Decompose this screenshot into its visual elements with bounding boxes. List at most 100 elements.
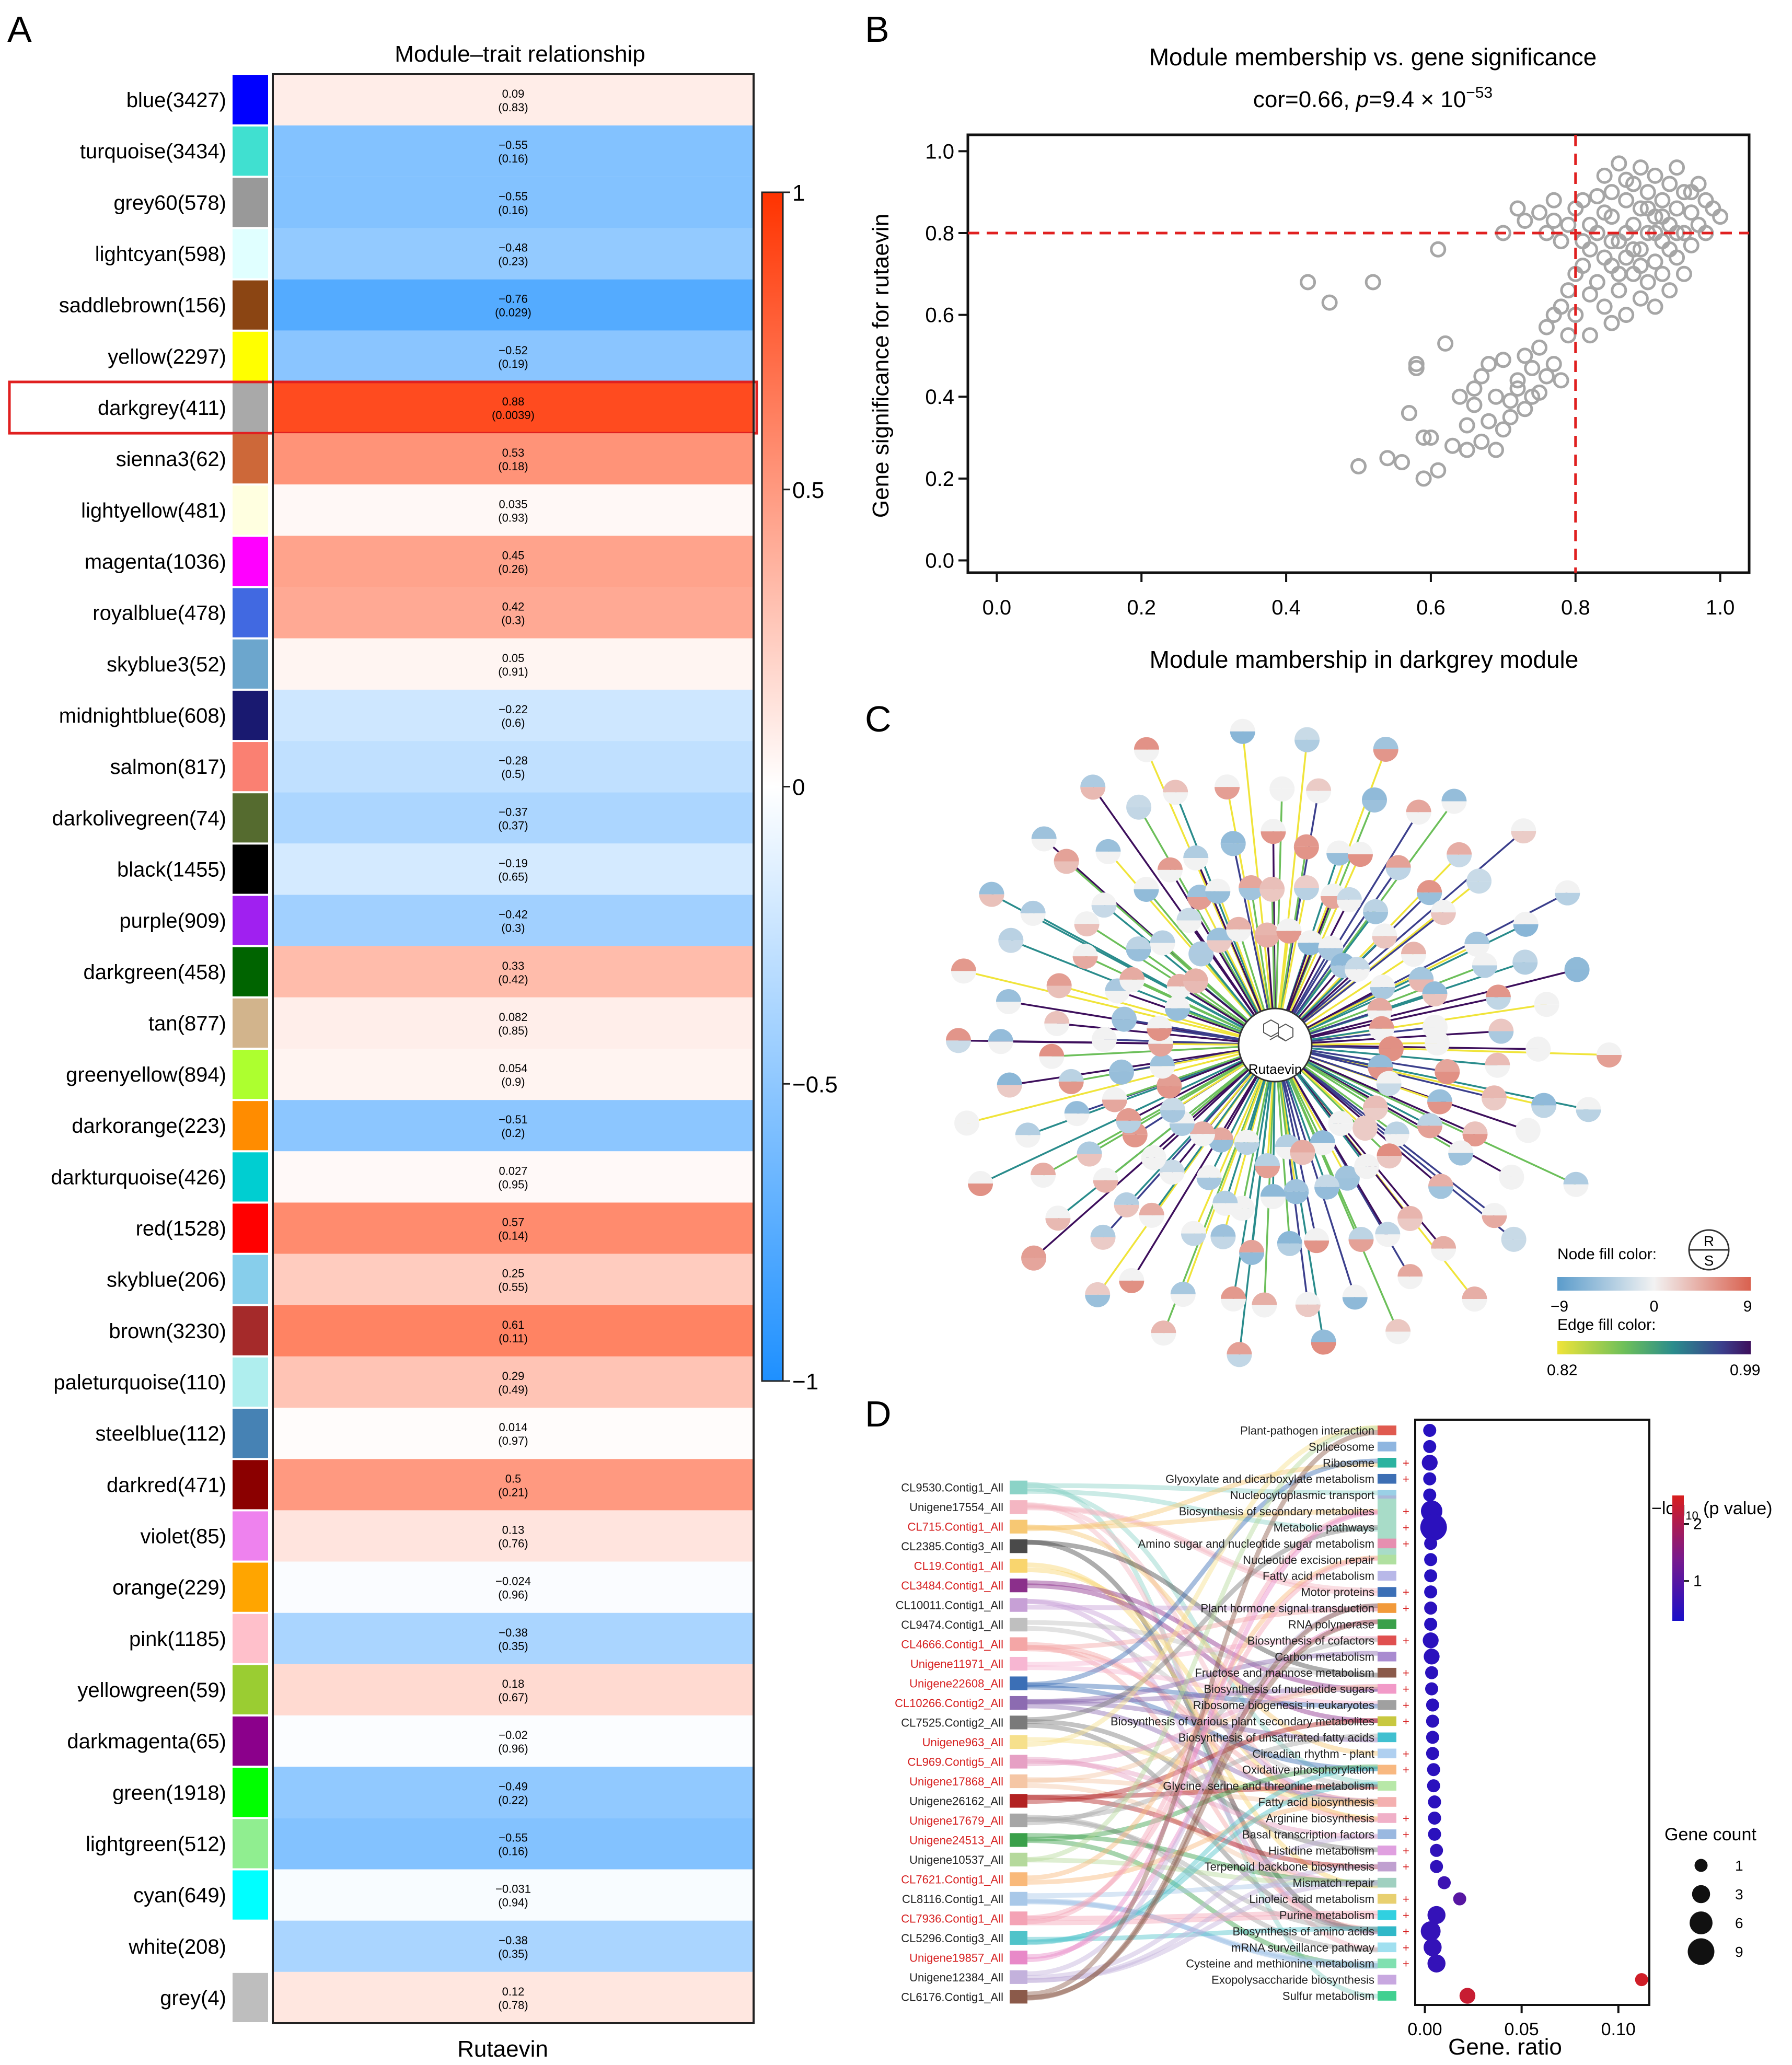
network-node	[1039, 1043, 1065, 1069]
node-top-half	[1515, 1118, 1541, 1131]
node-top-half	[1397, 1205, 1423, 1219]
data-point	[1618, 307, 1635, 323]
network-node	[1141, 1145, 1166, 1170]
sankey-flow	[1027, 1899, 1378, 1966]
node-bottom-half	[1485, 997, 1511, 1010]
node-bottom-half	[1181, 1233, 1206, 1246]
network-node	[954, 1110, 980, 1136]
data-point	[1654, 208, 1671, 225]
pathway-label: Terpenoid backbone biosynthesis	[1205, 1860, 1374, 1873]
data-point	[1603, 315, 1620, 331]
node-top-half	[1039, 1043, 1065, 1057]
node-bottom-half	[1431, 1248, 1456, 1261]
data-point	[1639, 274, 1656, 291]
module-label: skyblue(206)	[107, 1269, 226, 1292]
network-node	[1354, 1154, 1380, 1179]
sankey-flow	[1027, 1926, 1378, 1942]
node-top-half	[1072, 944, 1098, 957]
correlation-value: −0.42	[499, 908, 528, 921]
network-node	[1326, 840, 1352, 866]
node-top-half	[1417, 880, 1442, 893]
heatmap-cell	[273, 1818, 754, 1870]
sankey-flow	[1027, 1556, 1378, 1920]
data-point	[1459, 417, 1475, 434]
gene-bar	[1010, 1656, 1027, 1671]
data-point	[1350, 458, 1367, 474]
data-point	[1560, 216, 1577, 233]
pathway-dot	[1428, 1795, 1441, 1809]
node-top-half	[1367, 997, 1393, 1011]
module-label: grey60(578)	[113, 191, 226, 214]
gene-bar	[1010, 1852, 1027, 1867]
data-point	[1553, 233, 1569, 250]
gene-bar	[1010, 1598, 1027, 1612]
module-label: yellowgreen(59)	[77, 1679, 226, 1702]
network-node	[1466, 868, 1492, 894]
gene-count-label: 9	[1735, 1944, 1743, 1960]
module-color-swatch	[233, 1614, 268, 1663]
node-bottom-half	[1072, 956, 1098, 969]
network-node	[1091, 892, 1117, 918]
node-top-half	[1372, 923, 1397, 936]
pathway-dot	[1420, 1514, 1447, 1541]
correlation-value: −0.76	[499, 293, 528, 306]
network-node	[1306, 778, 1332, 804]
module-color-swatch	[233, 588, 268, 637]
network-node	[1276, 918, 1302, 944]
node-top-half	[1150, 930, 1175, 943]
node-bottom-half	[1139, 1215, 1164, 1228]
correlation-value: −0.19	[499, 856, 528, 869]
p-value: (0.16)	[498, 203, 528, 216]
sankey-flow	[1027, 1838, 1378, 1968]
gene-label: CL7936.Contig1_All	[901, 1912, 1003, 1925]
node-bottom-half	[1239, 1252, 1265, 1265]
sankey-flows	[1027, 1425, 1378, 2001]
node-top-half	[954, 1110, 980, 1123]
network-node	[1417, 1113, 1442, 1139]
module-color-swatch	[233, 485, 268, 535]
network-node	[1462, 1286, 1487, 1312]
node-bottom-half	[1074, 924, 1100, 937]
module-label: lightcyan(598)	[95, 243, 226, 266]
network-node	[1093, 1167, 1118, 1193]
node-top-half	[1422, 1014, 1448, 1027]
pathway-dot	[1426, 1747, 1439, 1760]
network-edge	[1032, 912, 1276, 1046]
heatmap-cell	[273, 228, 754, 280]
data-point	[1365, 274, 1381, 291]
network-node	[1205, 878, 1231, 904]
correlation-value: 0.88	[502, 395, 525, 408]
gene-label: CL6176.Contig1_All	[901, 1990, 1003, 2003]
network-node	[1114, 1192, 1139, 1217]
sankey-flow	[1027, 1684, 1378, 1767]
pathway-label: Plant-pathogen interaction	[1240, 1424, 1374, 1437]
significance-marker: +	[1403, 1860, 1409, 1873]
node-top-half	[1080, 774, 1106, 787]
data-point	[1459, 442, 1475, 458]
network-node	[1342, 1284, 1368, 1310]
node-top-half	[1310, 1130, 1335, 1143]
network-node	[1348, 1226, 1374, 1252]
gene-count-dot	[1694, 1859, 1708, 1872]
network-node	[1157, 857, 1183, 883]
node-bottom-half	[1376, 1083, 1402, 1096]
network-node	[1046, 973, 1072, 999]
network-node	[1119, 967, 1145, 992]
gene-label: Unigene11971_All	[910, 1657, 1003, 1670]
node-legend-mid: 0	[1650, 1298, 1659, 1315]
network-node	[1397, 1205, 1423, 1231]
threshold-lines	[968, 135, 1749, 573]
network-node	[1269, 776, 1295, 802]
pathway-label: Biosynthesis of cofactors	[1247, 1634, 1374, 1647]
network-node	[1375, 1222, 1401, 1247]
gene-label: Unigene12384_All	[909, 1971, 1003, 1984]
pathway-dot	[1423, 1488, 1437, 1502]
data-point	[1473, 433, 1490, 450]
pathway-bar	[1378, 1958, 1396, 1968]
node-bottom-half	[1294, 739, 1320, 752]
network-node	[1170, 1282, 1196, 1307]
network-node	[1015, 1122, 1040, 1148]
sankey-flow	[1027, 1723, 1378, 1932]
p-value: (0.35)	[498, 1640, 528, 1653]
sankey-flow	[1027, 1858, 1378, 1888]
